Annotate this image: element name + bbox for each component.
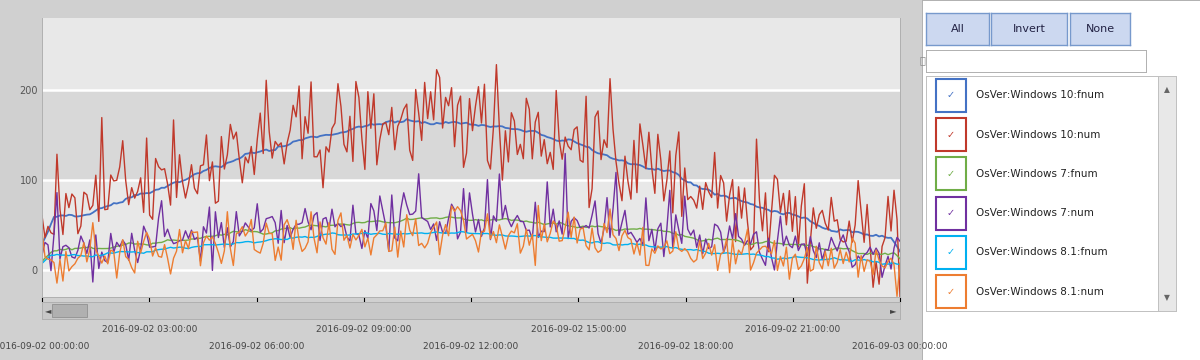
Text: ▲: ▲ (1164, 85, 1170, 94)
Text: 2016-09-02 12:00:00: 2016-09-02 12:00:00 (424, 342, 518, 351)
FancyBboxPatch shape (936, 157, 966, 190)
Text: ✓: ✓ (947, 208, 955, 218)
Text: 2016-09-02 00:00:00: 2016-09-02 00:00:00 (0, 342, 90, 351)
Text: OsVer:Windows 8.1:fnum: OsVer:Windows 8.1:fnum (976, 247, 1108, 257)
FancyBboxPatch shape (936, 236, 966, 269)
Text: ✓: ✓ (947, 130, 955, 140)
Text: ►: ► (890, 306, 896, 315)
Text: ✓: ✓ (947, 169, 955, 179)
Text: OsVer:Windows 10:fnum: OsVer:Windows 10:fnum (976, 90, 1104, 100)
Text: OsVer:Windows 7:fnum: OsVer:Windows 7:fnum (976, 169, 1097, 179)
Text: None: None (1086, 24, 1115, 34)
Text: ✓: ✓ (947, 247, 955, 257)
Text: 2016-09-02 15:00:00: 2016-09-02 15:00:00 (530, 325, 626, 334)
Text: ▼: ▼ (1164, 293, 1170, 302)
Bar (42, 18, 900, 90)
Text: 2016-09-02 09:00:00: 2016-09-02 09:00:00 (316, 325, 412, 334)
FancyBboxPatch shape (936, 275, 966, 308)
FancyBboxPatch shape (936, 118, 966, 151)
Text: OsVer:Windows 7:num: OsVer:Windows 7:num (976, 208, 1093, 218)
Text: 2016-09-02 06:00:00: 2016-09-02 06:00:00 (209, 342, 304, 351)
Text: ✓: ✓ (947, 287, 955, 297)
Text: OsVer:Windows 8.1:num: OsVer:Windows 8.1:num (976, 287, 1104, 297)
Text: Invert: Invert (1013, 24, 1045, 34)
Text: All: All (950, 24, 965, 34)
Text: ✓: ✓ (947, 90, 955, 100)
Bar (42, 180, 900, 297)
Text: ◄: ◄ (46, 306, 52, 315)
Bar (53, 304, 86, 317)
Text: 2016-09-02 21:00:00: 2016-09-02 21:00:00 (745, 325, 840, 334)
Text: 2016-09-03 00:00:00: 2016-09-03 00:00:00 (852, 342, 948, 351)
Text: 2016-09-02 18:00:00: 2016-09-02 18:00:00 (638, 342, 733, 351)
Text: OsVer:Windows 10:num: OsVer:Windows 10:num (976, 130, 1100, 140)
FancyBboxPatch shape (936, 79, 966, 112)
Text: 🔍: 🔍 (919, 55, 925, 65)
FancyBboxPatch shape (936, 197, 966, 230)
Text: 2016-09-02 03:00:00: 2016-09-02 03:00:00 (102, 325, 197, 334)
Bar (42, 90, 900, 180)
